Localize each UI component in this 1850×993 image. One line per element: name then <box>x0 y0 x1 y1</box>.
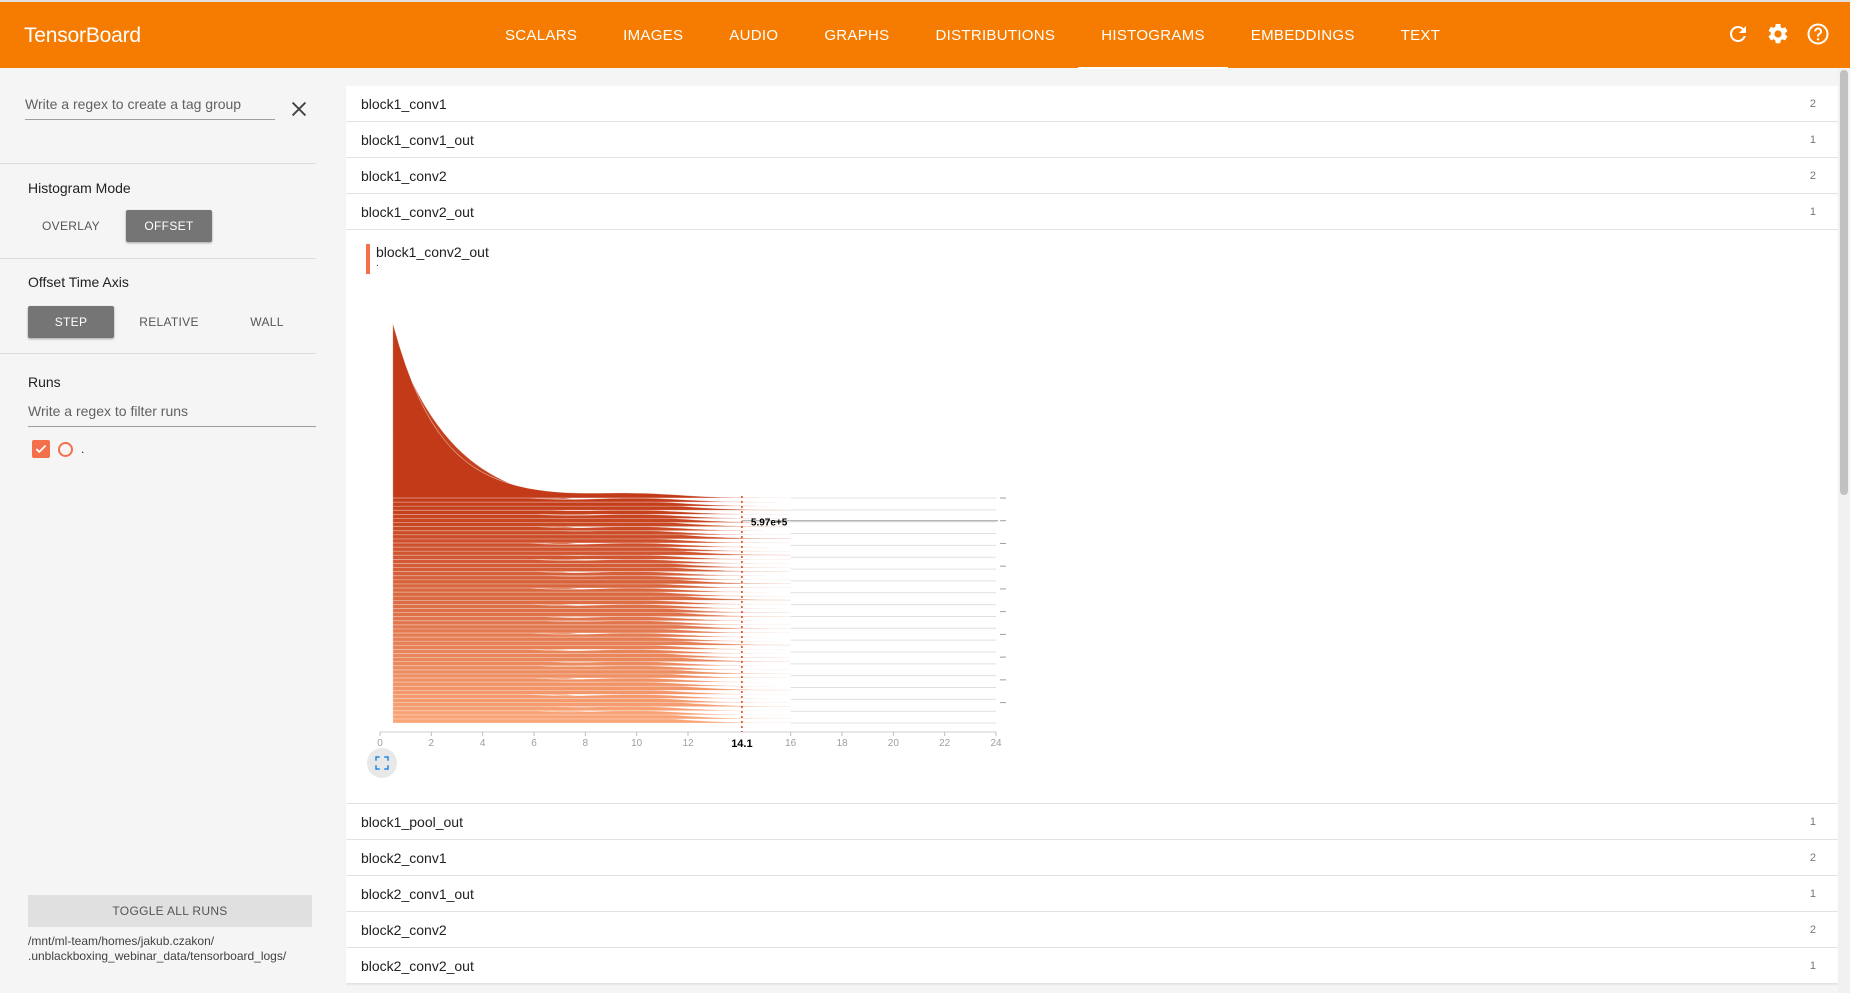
tab-images[interactable]: IMAGES <box>623 26 684 44</box>
category-name: block1_conv1 <box>361 95 447 112</box>
x-tick-label: 24 <box>990 738 1002 749</box>
x-tick-label: 16 <box>785 738 797 749</box>
x-tick-label: 6 <box>531 738 537 749</box>
category-row[interactable]: block2_conv1_out 1 <box>346 876 1838 912</box>
category-name: block1_conv2_out <box>361 203 474 220</box>
tab-text[interactable]: TEXT <box>1400 26 1441 44</box>
x-tick-label: 0 <box>377 738 383 749</box>
category-row[interactable]: block1_conv2 2 <box>346 158 1838 194</box>
category-row[interactable]: block1_pool_out 1 <box>346 804 1838 840</box>
category-list-bottom: block1_pool_out 1 block2_conv1 2 block2_conv… <box>346 804 1838 984</box>
sidebar-divider <box>0 258 316 259</box>
main-content: block1_conv1 2 block1_conv1_out 1 block1_con… <box>346 86 1838 984</box>
x-tick-label: 2 <box>429 738 435 749</box>
dashboard-tabs: SCALARS IMAGES AUDIO GRAPHS DISTRIBUTIONS HIS… <box>482 2 1463 69</box>
tab-embeddings[interactable]: EMBEDDINGS <box>1250 26 1355 44</box>
help-icon[interactable] <box>1806 22 1830 46</box>
category-count: 2 <box>1809 169 1816 182</box>
category-row[interactable]: block2_conv2_out 1 <box>346 948 1838 984</box>
log-directory: /mnt/ml-team/homes/jakub.czakon/ .unblac… <box>28 934 286 964</box>
wall-button[interactable]: WALL <box>250 315 284 329</box>
app-title[interactable]: TensorBoard <box>24 24 141 47</box>
category-row[interactable]: block1_conv1 2 <box>346 86 1838 122</box>
category-row[interactable]: block1_conv1_out 1 <box>346 122 1838 158</box>
tag-regex-input[interactable] <box>25 96 275 112</box>
sidebar-divider <box>0 163 316 164</box>
category-row[interactable]: block2_conv1 2 <box>346 840 1838 876</box>
tab-histograms[interactable]: HISTOGRAMS <box>1078 2 1228 69</box>
step-button[interactable]: STEP <box>28 306 114 338</box>
category-count: 2 <box>1809 97 1816 110</box>
tab-scalars[interactable]: SCALARS <box>505 26 578 44</box>
fullscreen-icon <box>375 756 389 770</box>
category-name: block1_conv2 <box>361 167 447 184</box>
x-tick-label: 12 <box>682 738 694 749</box>
refresh-icon[interactable] <box>1726 22 1750 46</box>
histogram-mode-title: Histogram Mode <box>28 180 131 196</box>
x-tick-label: 20 <box>888 738 900 749</box>
offset-button[interactable]: OFFSET <box>126 210 212 242</box>
tab-graphs[interactable]: GRAPHS <box>824 26 890 44</box>
run-color-bar <box>366 244 370 274</box>
overlay-button[interactable]: OVERLAY <box>42 219 100 233</box>
histogram-chart[interactable]: 010203040506070809002468101216182022245.… <box>368 282 1008 752</box>
run-checkbox[interactable] <box>32 440 50 458</box>
run-radio[interactable] <box>58 441 73 457</box>
x-tick-label: 18 <box>836 738 848 749</box>
category-count: 2 <box>1809 851 1816 864</box>
x-tick-label: 4 <box>480 738 486 749</box>
time-axis-title: Offset Time Axis <box>28 274 129 290</box>
category-count: 1 <box>1809 133 1816 146</box>
histogram-card: block1_conv2_out . 010203040506070809002… <box>346 230 1838 804</box>
close-icon[interactable] <box>288 98 310 120</box>
settings-icon[interactable] <box>1766 22 1790 46</box>
category-name: block2_conv1 <box>361 849 447 866</box>
run-name: . <box>81 442 85 456</box>
category-name: block1_pool_out <box>361 813 463 830</box>
scrollbar-thumb[interactable] <box>1840 70 1848 495</box>
category-name: block2_conv2_out <box>361 957 474 974</box>
category-count: 1 <box>1809 205 1816 218</box>
card-title: block1_conv2_out <box>376 244 489 260</box>
category-list-top: block1_conv1 2 block1_conv1_out 1 block1_con… <box>346 86 1838 230</box>
logdir-line: /mnt/ml-team/homes/jakub.czakon/ <box>28 934 215 948</box>
toggle-all-runs-button[interactable]: TOGGLE ALL RUNS <box>28 895 312 927</box>
header-actions <box>1726 22 1830 46</box>
checkmark-icon <box>35 444 47 454</box>
sidebar-divider <box>0 353 316 354</box>
sidebar: Histogram Mode OVERLAY OFFSET Offset Tim… <box>0 68 330 993</box>
relative-button[interactable]: RELATIVE <box>139 315 199 329</box>
runs-title: Runs <box>28 374 61 390</box>
hover-value-label: 5.97e+5 <box>751 518 788 529</box>
category-row[interactable]: block1_conv2_out 1 <box>346 194 1838 230</box>
x-tick-label: 10 <box>631 738 643 749</box>
tab-distributions[interactable]: DISTRIBUTIONS <box>935 26 1056 44</box>
top-app-bar: TensorBoard SCALARS IMAGES AUDIO GRAPHS DIST… <box>0 0 1850 69</box>
card-run-name: . <box>376 258 379 269</box>
category-count: 2 <box>1809 923 1816 936</box>
logdir-line: .unblackboxing_webinar_data/tensorboard_… <box>28 949 287 963</box>
category-row[interactable]: block2_conv2 2 <box>346 912 1838 948</box>
category-name: block2_conv2 <box>361 921 447 938</box>
fullscreen-button[interactable] <box>367 748 397 778</box>
category-count: 1 <box>1809 887 1816 900</box>
histogram-ridge <box>392 322 791 499</box>
category-count: 1 <box>1809 959 1816 972</box>
scrollbar[interactable] <box>1838 68 1850 993</box>
tag-regex-field[interactable] <box>25 96 275 120</box>
category-count: 1 <box>1809 815 1816 828</box>
runs-filter-field[interactable] <box>28 403 316 427</box>
hover-x-label: 14.1 <box>731 738 752 750</box>
tab-audio[interactable]: AUDIO <box>729 26 779 44</box>
run-item: . <box>32 440 84 458</box>
runs-filter-input[interactable] <box>28 403 316 419</box>
category-name: block1_conv1_out <box>361 131 474 148</box>
x-tick-label: 8 <box>583 738 589 749</box>
x-tick-label: 22 <box>939 738 951 749</box>
category-name: block2_conv1_out <box>361 885 474 902</box>
